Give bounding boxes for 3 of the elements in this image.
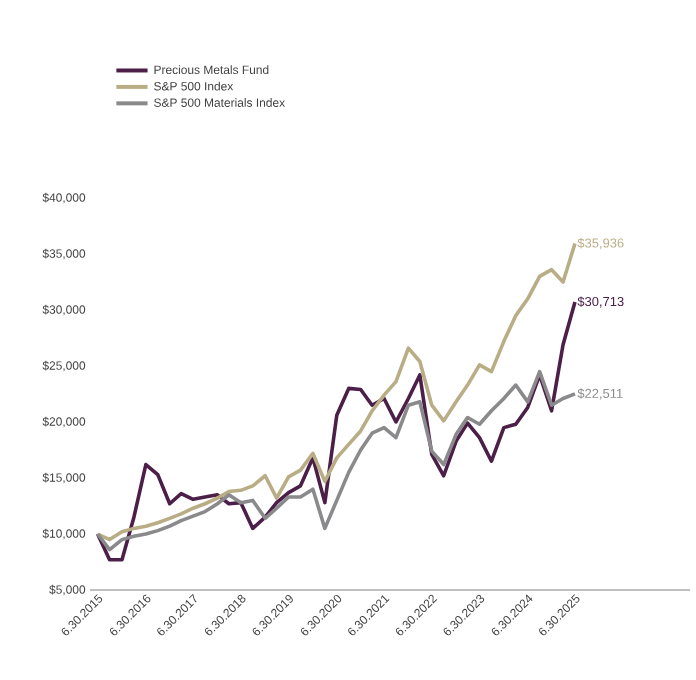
- line-series: [95, 241, 577, 542]
- line-series: [95, 369, 577, 552]
- line-series: [95, 300, 577, 562]
